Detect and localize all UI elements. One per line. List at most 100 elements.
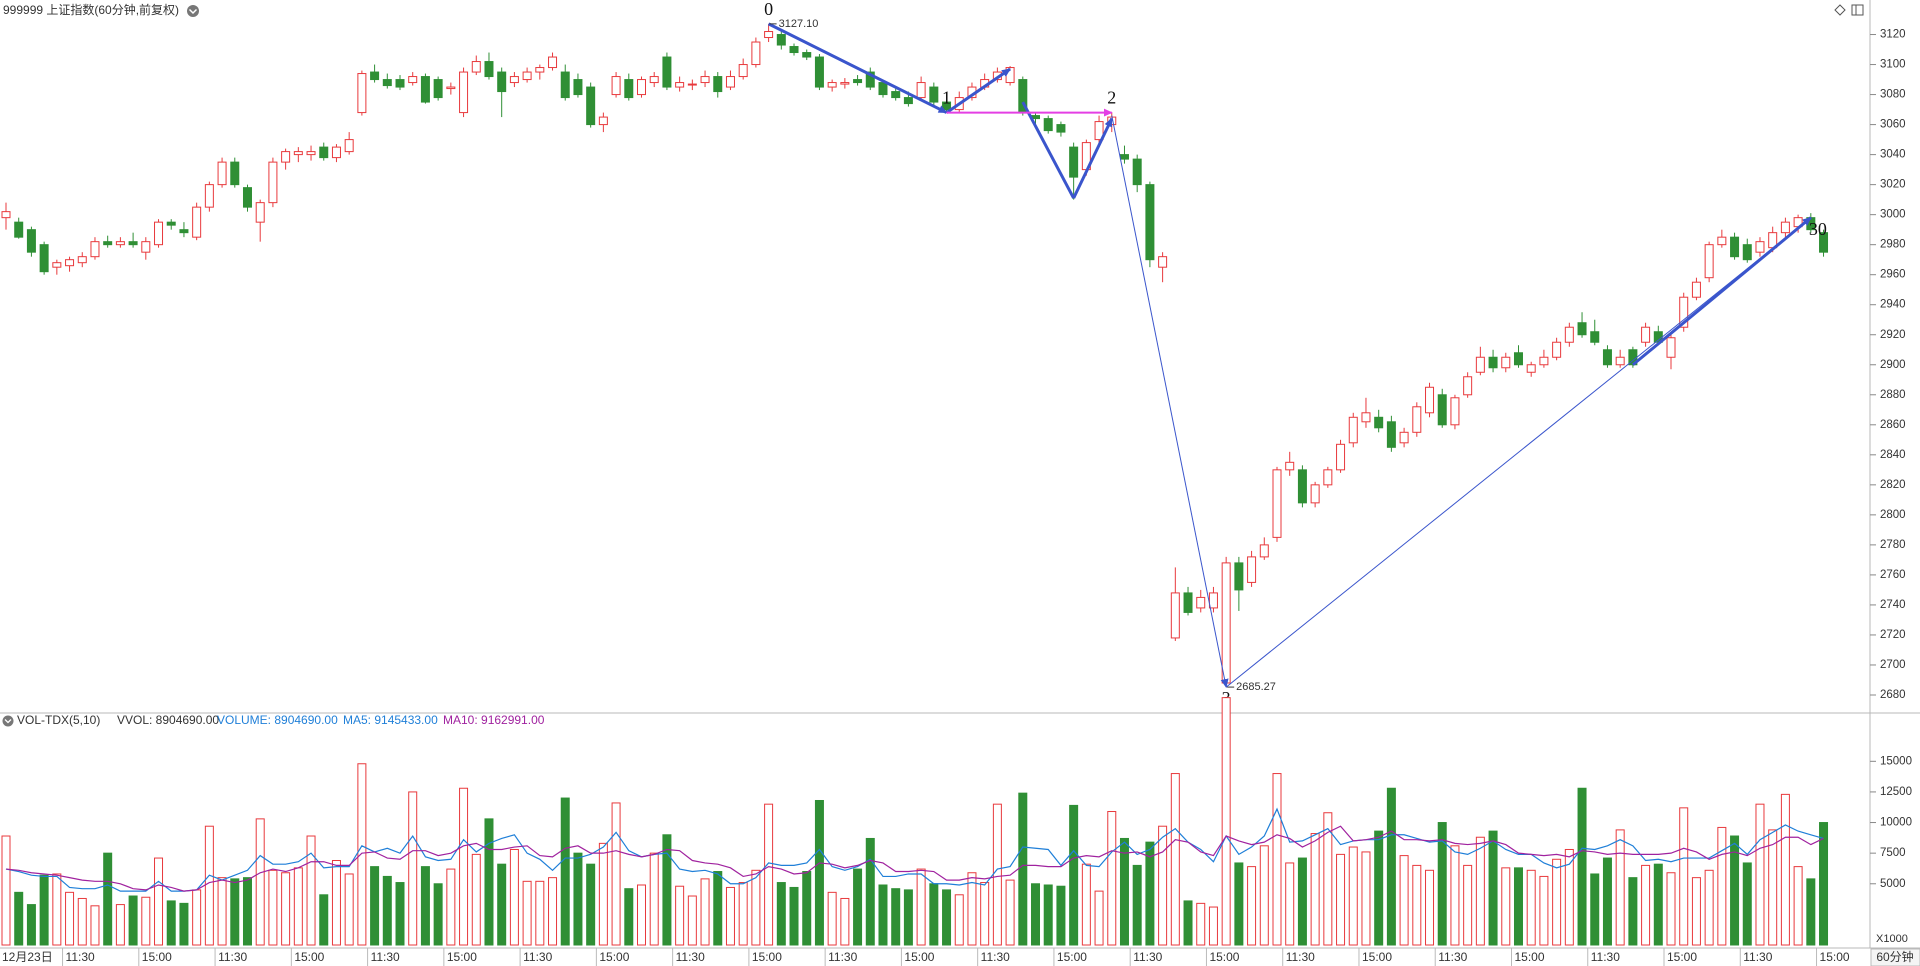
volume-bar — [1145, 841, 1155, 946]
volume-bar — [1285, 862, 1295, 946]
candle-body — [637, 79, 646, 96]
candle-body — [586, 86, 596, 126]
volume-bar — [1018, 792, 1028, 946]
candle-body — [611, 76, 621, 96]
volume-bar — [751, 869, 761, 946]
candle-body — [814, 56, 824, 88]
candle-body — [306, 151, 316, 156]
volume-bar — [459, 787, 469, 946]
candle-body — [1374, 416, 1384, 429]
volume-bar — [992, 803, 1002, 946]
volume-bar — [1183, 900, 1193, 946]
period-box[interactable] — [1870, 948, 1920, 966]
candle-body — [1602, 349, 1612, 366]
candle-body — [1780, 221, 1790, 234]
candle-body — [535, 67, 545, 73]
volume-bar — [497, 863, 507, 946]
candle-body — [1208, 592, 1218, 609]
x-tick-label: 15:00 — [752, 950, 782, 964]
candle-body — [1577, 322, 1587, 336]
candle-body — [484, 61, 494, 78]
candle-body — [687, 83, 697, 86]
volume-bar — [611, 802, 621, 946]
candle-body — [827, 82, 837, 88]
volume-bar — [1742, 862, 1752, 946]
volume-bar — [1132, 864, 1142, 946]
candle-body — [154, 221, 164, 246]
candle-body — [700, 76, 710, 84]
volume-bar — [1793, 866, 1803, 946]
volume-bar — [217, 877, 227, 946]
diamond-icon[interactable] — [1834, 4, 1846, 16]
candle-body — [598, 116, 608, 126]
volume-bar — [1691, 877, 1701, 946]
volume-bar — [1234, 862, 1244, 946]
candle-body — [1247, 556, 1257, 583]
volume-bar — [1488, 830, 1498, 946]
volume-bar — [382, 875, 392, 946]
volume-bar — [395, 882, 405, 946]
candle-body — [1145, 184, 1155, 261]
volume-bar — [268, 869, 278, 946]
panel-icon[interactable] — [1851, 4, 1864, 16]
candle-body — [509, 76, 519, 84]
candle-body — [217, 161, 227, 186]
candle-body — [662, 56, 672, 88]
candle-body — [713, 76, 723, 93]
candle-body — [65, 259, 75, 267]
candle-body — [141, 241, 151, 253]
x-tick-label: 11:30 — [1743, 950, 1772, 964]
wave-line — [1072, 117, 1114, 199]
y-tick-label: 2940 — [1880, 299, 1906, 311]
volume-bar — [700, 878, 710, 946]
volume-bar — [1819, 822, 1829, 946]
volume-bar — [1094, 890, 1104, 946]
candle-body — [179, 229, 189, 234]
volume-bar — [865, 837, 875, 946]
candle-body — [420, 76, 430, 103]
volume-bar — [878, 884, 888, 946]
candle-body — [1336, 443, 1346, 471]
candle-body — [408, 76, 418, 84]
y-tick-label: 2760 — [1880, 569, 1906, 581]
candle-body — [891, 91, 901, 99]
candle-body — [497, 71, 507, 93]
candle-body — [103, 241, 113, 246]
volume-bar — [916, 868, 926, 946]
volume-bar — [281, 872, 291, 946]
candle-body — [1501, 356, 1511, 369]
candle-body — [1132, 158, 1142, 186]
candle-body — [293, 151, 303, 156]
candle-body — [1158, 256, 1168, 268]
x-tick-label: 11:30 — [523, 950, 552, 964]
volume-bar — [1412, 864, 1422, 946]
volume-bar — [52, 873, 62, 946]
volume-bar — [1323, 812, 1333, 946]
volume-bar — [1, 835, 11, 946]
candle-body — [1183, 592, 1193, 613]
x-tick-label: 15:00 — [1667, 950, 1697, 964]
volume-bar — [1780, 793, 1790, 946]
volume-bar — [738, 882, 748, 946]
candle-body — [1615, 356, 1625, 366]
x-tick-label: 15:00 — [294, 950, 324, 964]
volume-bar — [1158, 825, 1168, 946]
volume-bar — [90, 905, 100, 946]
candle-body — [1742, 244, 1752, 261]
volume-bar — [433, 883, 443, 946]
x-tick-label: 15:00 — [1057, 950, 1087, 964]
wave-line — [1631, 216, 1812, 366]
volume-bar — [1475, 836, 1485, 946]
title-menu-icon[interactable] — [187, 5, 199, 17]
y-tick-label: 2720 — [1880, 629, 1906, 641]
volume-bar — [649, 852, 659, 946]
candle-body — [1285, 461, 1295, 471]
volume-bar — [1196, 902, 1206, 946]
volume-bar — [1564, 848, 1574, 946]
candle-body — [1043, 118, 1053, 132]
volume-bar — [1310, 833, 1320, 946]
volume-bar — [26, 904, 36, 946]
y-tick-label: 3100 — [1880, 59, 1906, 71]
volume-bar — [255, 818, 265, 946]
vol-menu-icon[interactable] — [2, 715, 14, 727]
